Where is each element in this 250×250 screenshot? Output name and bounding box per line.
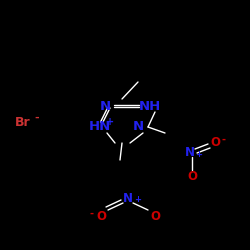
Text: NH: NH <box>139 100 161 114</box>
Text: -: - <box>89 209 93 219</box>
Text: N: N <box>123 192 133 204</box>
Text: -: - <box>222 135 226 145</box>
Text: N: N <box>100 100 110 114</box>
Text: +: + <box>106 117 114 127</box>
Text: HN: HN <box>89 120 111 134</box>
Text: N: N <box>185 146 195 158</box>
Text: +: + <box>134 195 141 204</box>
Text: Br: Br <box>15 116 31 128</box>
Text: O: O <box>96 210 106 222</box>
Text: O: O <box>187 170 197 182</box>
Text: O: O <box>150 210 160 222</box>
Text: -: - <box>35 113 39 123</box>
Text: O: O <box>210 136 220 148</box>
Text: N: N <box>132 120 143 134</box>
Text: +: + <box>195 150 202 159</box>
